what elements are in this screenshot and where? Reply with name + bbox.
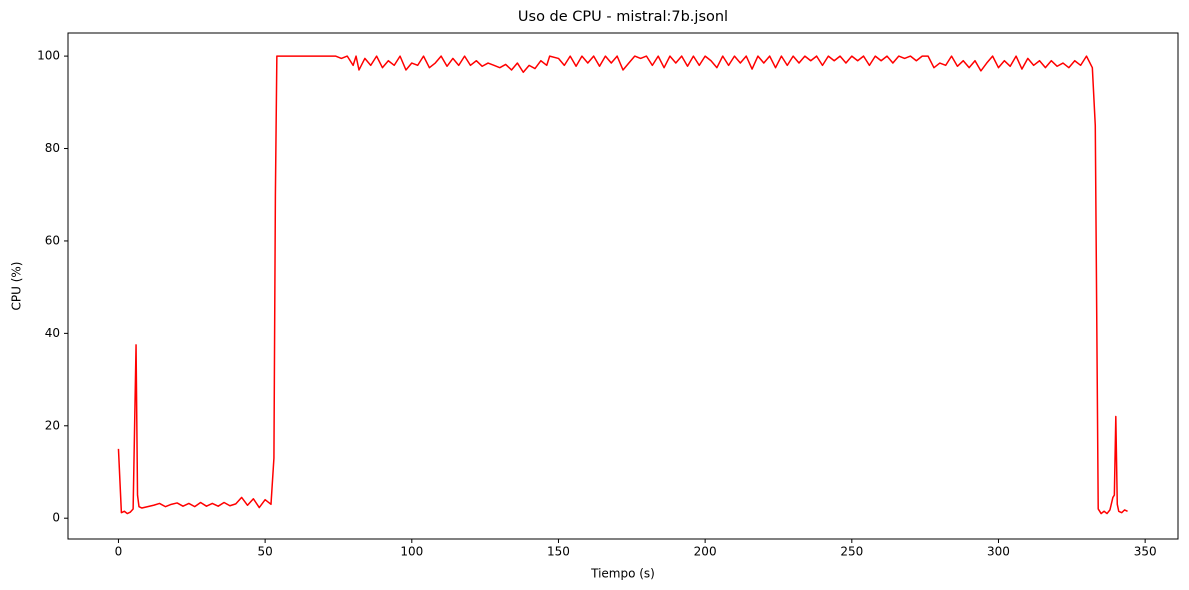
x-tick-label: 100: [400, 545, 423, 559]
x-tick-label: 350: [1134, 545, 1157, 559]
x-tick-label: 250: [840, 545, 863, 559]
x-tick-label: 300: [987, 545, 1010, 559]
cpu-line: [117, 55, 1128, 515]
y-tick-label: 100: [37, 49, 60, 63]
y-axis-label: CPU (%): [10, 262, 24, 311]
y-tick-label: 80: [45, 141, 60, 155]
y-tick-label: 20: [45, 418, 60, 432]
x-tick-label: 200: [694, 545, 717, 559]
y-tick-label: 0: [52, 511, 60, 525]
x-tick-label: 50: [257, 545, 272, 559]
x-tick-label: 150: [547, 545, 570, 559]
chart-title: Uso de CPU - mistral:7b.jsonl: [518, 9, 728, 25]
x-axis-label: Tiempo (s): [590, 567, 655, 581]
y-tick-label: 60: [45, 233, 60, 247]
x-tick-label: 0: [115, 545, 123, 559]
y-tick-label: 40: [45, 326, 60, 340]
plot-frame: [67, 32, 1179, 540]
